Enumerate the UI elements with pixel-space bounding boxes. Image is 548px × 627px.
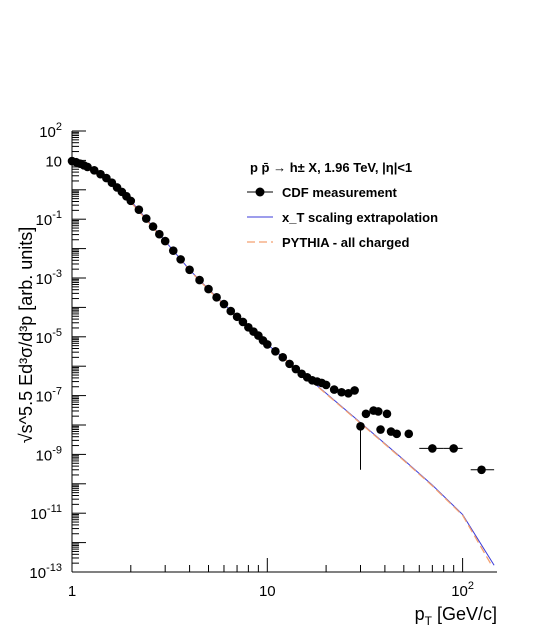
legend-header: p p̄ → h± X, 1.96 TeV, |η|<1 — [250, 160, 412, 175]
axes-frame — [71, 131, 497, 573]
y-tick-label: 10-9 — [36, 444, 62, 464]
data-point — [83, 162, 92, 172]
data-point — [263, 340, 272, 349]
data-point — [285, 359, 294, 369]
data-point — [291, 364, 301, 374]
legend: p p̄ → h± X, 1.96 TeV, |η|<1 CDF measure… — [247, 160, 438, 250]
x-tick-label: 10 — [259, 583, 276, 600]
data-point — [321, 380, 331, 390]
data-point — [141, 214, 151, 223]
data-point — [126, 196, 136, 206]
data-point — [238, 317, 248, 327]
legend-cdf-marker — [255, 187, 265, 197]
y-tick-label: 10-13 — [29, 562, 62, 582]
data-point — [176, 255, 185, 264]
data-point — [160, 236, 170, 246]
data-point — [212, 293, 221, 302]
legend-pythia-label: PYTHIA - all charged — [282, 235, 409, 250]
x-axis-label: pT [GeV/c] — [415, 604, 497, 627]
data-point — [278, 353, 288, 362]
data-point — [155, 229, 164, 239]
data-point — [428, 444, 437, 453]
ticks-layer: 1 10 102 102 10 10-1 10-3 10-5 10-7 10-9 10-11 10-1… — [29, 121, 474, 600]
data-point — [361, 409, 371, 419]
data-point — [350, 386, 359, 395]
y-tick-label: 10 — [45, 153, 62, 170]
data-point — [271, 347, 280, 356]
data-point — [195, 275, 204, 285]
data-point — [89, 166, 99, 175]
data-point — [134, 205, 144, 215]
y-tick-label: 10-5 — [36, 327, 62, 347]
y-tick-label: 10-1 — [36, 209, 62, 229]
data-point — [392, 429, 402, 439]
data-point — [204, 284, 213, 294]
y-tick-label: 102 — [39, 121, 62, 141]
data-point — [373, 407, 383, 416]
data-point — [168, 246, 178, 255]
data-point — [226, 306, 236, 316]
data-point — [185, 265, 194, 275]
y-axis-label: √s^5.5 Ed³σ/d³p [arb. units] — [16, 227, 36, 444]
x-tick-label: 1 — [68, 583, 76, 600]
points-layer — [67, 156, 495, 475]
data-point — [232, 312, 242, 322]
data-point — [356, 422, 365, 431]
data-point — [219, 299, 229, 309]
legend-xt-label: x_T scaling extrapolation — [282, 210, 438, 225]
y-tick-label: 10-11 — [30, 503, 62, 523]
y-tick-label: 10-7 — [36, 386, 62, 406]
x-tick-label: 102 — [451, 580, 474, 600]
data-point — [382, 409, 392, 419]
data-point — [449, 444, 458, 453]
data-point — [148, 222, 158, 231]
data-point — [477, 465, 486, 475]
data-point — [376, 425, 385, 434]
legend-cdf-label: CDF measurement — [282, 185, 398, 200]
data-point — [337, 387, 346, 397]
data-point — [404, 429, 414, 439]
data-point — [329, 385, 339, 394]
y-tick-label: 10-3 — [36, 268, 62, 288]
